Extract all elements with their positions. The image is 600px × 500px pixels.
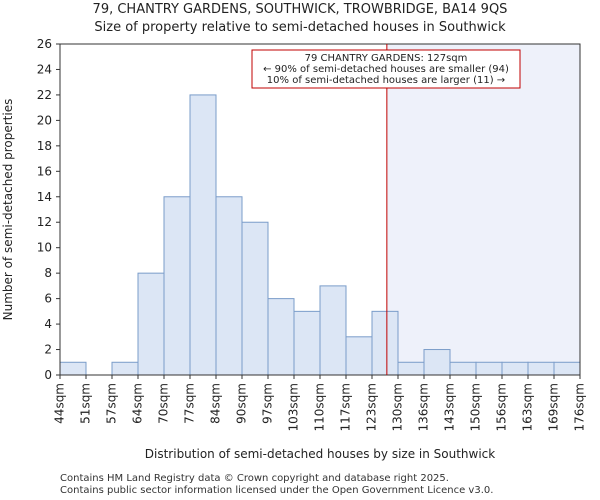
- y-tick-label: 18: [37, 139, 52, 153]
- y-axis-title: Number of semi-detached properties: [1, 99, 15, 321]
- histogram-bar: [137, 272, 165, 376]
- x-tick-label: 77sqm: [183, 383, 197, 424]
- x-tick-label: 123sqm: [365, 383, 379, 431]
- annotation-line: 79 CHANTRY GARDENS: 127sqm: [305, 53, 468, 64]
- histogram-bar: [189, 94, 217, 376]
- x-tick-label: 163sqm: [521, 383, 535, 431]
- histogram-bar: [293, 310, 321, 376]
- x-tick-label: 117sqm: [339, 383, 353, 431]
- histogram-bar: [59, 361, 87, 376]
- histogram-bar: [215, 196, 243, 376]
- footer-copyright: Contains HM Land Registry data © Crown c…: [60, 473, 449, 484]
- larger-region-shade: [386, 44, 580, 375]
- y-tick-label: 16: [37, 164, 52, 178]
- histogram-bar: [111, 361, 139, 376]
- y-tick-label: 4: [44, 317, 52, 331]
- x-tick-label: 103sqm: [287, 383, 301, 431]
- x-tick-label: 130sqm: [391, 383, 405, 431]
- x-tick-label: 90sqm: [235, 383, 249, 424]
- y-tick-label: 14: [37, 190, 52, 204]
- histogram-bar: [397, 361, 425, 376]
- x-tick-label: 169sqm: [547, 383, 561, 431]
- x-tick-label: 156sqm: [495, 383, 509, 431]
- x-tick-label: 143sqm: [443, 383, 457, 431]
- annotation-line: ← 90% of semi-detached houses are smalle…: [263, 64, 509, 75]
- x-tick-label: 97sqm: [261, 383, 275, 424]
- x-tick-label: 64sqm: [131, 383, 145, 424]
- histogram-bar: [423, 349, 451, 376]
- histogram-bar: [449, 361, 477, 376]
- y-tick-label: 6: [44, 292, 52, 306]
- histogram-bar: [475, 361, 503, 376]
- histogram-bar: [371, 310, 399, 376]
- x-tick-label: 150sqm: [469, 383, 483, 431]
- x-axis-title: Distribution of semi-detached houses by …: [145, 447, 496, 461]
- chart-title: 79, CHANTRY GARDENS, SOUTHWICK, TROWBRID…: [92, 2, 508, 17]
- histogram-bar: [345, 336, 373, 376]
- annotation-line: 10% of semi-detached houses are larger (…: [267, 75, 505, 86]
- x-tick-label: 51sqm: [79, 383, 93, 424]
- y-tick-label: 20: [37, 113, 52, 127]
- y-tick-label: 0: [44, 368, 52, 382]
- x-tick-label: 70sqm: [157, 383, 171, 424]
- y-tick-label: 12: [37, 215, 52, 229]
- histogram-bar: [267, 298, 295, 376]
- y-tick-label: 24: [37, 62, 52, 76]
- x-tick-label: 136sqm: [417, 383, 431, 431]
- y-tick-label: 26: [37, 37, 52, 51]
- histogram-bar: [553, 361, 581, 376]
- histogram-bar: [241, 221, 269, 376]
- x-tick-label: 176sqm: [573, 383, 587, 431]
- y-tick-label: 10: [37, 241, 52, 255]
- x-tick-label: 44sqm: [53, 383, 67, 424]
- y-tick-label: 2: [44, 343, 52, 357]
- histogram-bar: [501, 361, 529, 376]
- footer-licence: Contains public sector information licen…: [60, 485, 494, 496]
- histogram-bar: [163, 196, 191, 376]
- histogram-bar: [527, 361, 555, 376]
- y-tick-label: 22: [37, 88, 52, 102]
- histogram-bar: [319, 285, 347, 376]
- y-tick-label: 8: [44, 266, 52, 280]
- annotation-box: [251, 49, 521, 89]
- chart-subtitle: Size of property relative to semi-detach…: [94, 20, 506, 35]
- x-tick-label: 110sqm: [313, 383, 327, 431]
- x-tick-label: 57sqm: [105, 383, 119, 424]
- x-tick-label: 84sqm: [209, 383, 223, 424]
